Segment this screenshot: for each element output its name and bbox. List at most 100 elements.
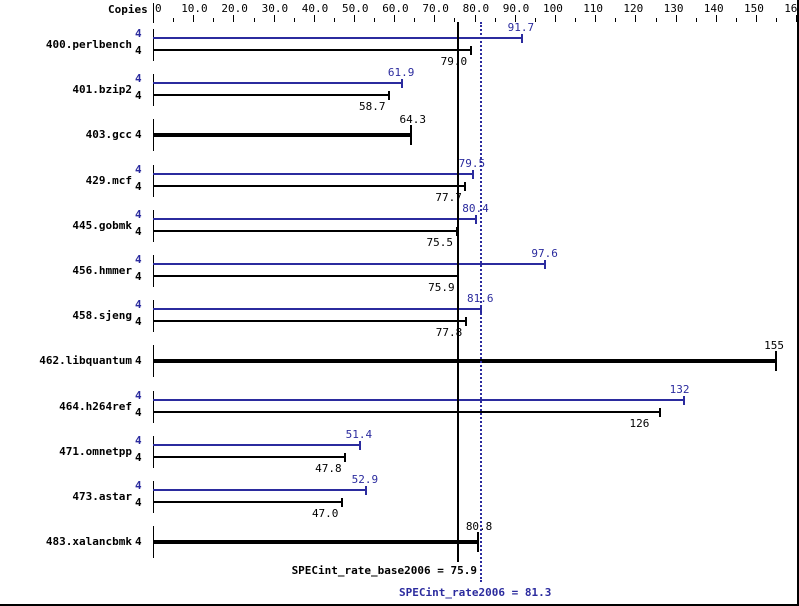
bar-end-cap [410,125,413,146]
x-tick-minor [696,18,697,22]
x-tick-major [193,15,194,22]
peak-bar-cap [400,79,403,89]
base-copies-value: 4 [135,89,142,103]
peak-bar-cap [358,440,361,450]
peak-value-label: 51.4 [345,427,373,441]
x-tick-major [233,15,234,22]
benchmark-label: 445.gobmk [72,218,132,232]
x-tick-minor [454,18,455,22]
peak-copies-value: 4 [135,162,142,176]
base-bar [153,49,471,51]
benchmark-label: 456.hmmer [72,264,132,277]
base-bar [153,320,466,323]
peak-copies-value: 4 [135,253,142,266]
base-bar-cap [455,226,458,236]
row-axis-tick [153,435,154,468]
copies-value: 4 [135,535,142,549]
x-tick-label: 150 [744,2,764,15]
base-bar-cap [464,181,467,191]
x-tick-label: 160 [784,2,799,15]
x-tick-minor [374,18,375,22]
peak-bar [153,172,473,175]
peak-value-label: 61.9 [387,66,415,80]
peak-bar-cap [475,214,478,224]
base-value-label: 75.5 [426,235,454,249]
base-value-label: 126 [629,416,650,430]
peak-copies-value: 4 [135,433,142,447]
base-value-label: 47.0 [311,507,339,520]
base-value-label: 64.3 [399,113,426,127]
base-bar [153,501,342,503]
x-tick-minor [334,18,335,22]
x-tick-minor [495,18,496,22]
peak-bar [153,308,482,311]
bar-end-cap [775,351,778,372]
peak-copies-value: 4 [135,72,142,86]
x-tick-label: 130 [663,2,684,15]
copies-value: 4 [135,128,142,142]
x-tick-minor [615,18,616,22]
base-bar [153,540,478,545]
base-bar [153,94,389,97]
x-tick-minor [213,18,214,22]
peak-value-label: 52.9 [351,473,379,486]
x-tick-minor [294,18,295,22]
x-tick-major [796,15,797,22]
peak-value-label: 79.5 [458,156,486,170]
base-value-label: 75.9 [428,281,455,294]
base-bar-cap [658,407,661,417]
x-tick-minor [736,18,737,22]
peak-bar-cap [364,486,367,495]
base-copies-value: 4 [135,270,142,283]
x-tick-label: 90.0 [502,2,530,15]
x-tick-minor [414,18,415,22]
peak-bar [153,489,366,491]
base-value-label: 80.8 [465,520,493,534]
x-tick-minor [776,18,777,22]
row-axis-tick [153,481,154,513]
base-bar-cap [344,452,347,462]
x-tick-major [635,15,636,22]
benchmark-label: 458.sjeng [72,309,132,323]
row-axis-tick [153,164,154,197]
x-tick-label: 120 [623,2,644,15]
copies-value: 4 [135,354,142,368]
peak-reference-line [480,22,482,582]
x-tick-label: 70.0 [422,2,449,15]
axis-line [153,3,154,23]
peak-bar-cap [682,395,685,405]
peak-bar-cap [520,34,523,43]
x-tick-label: 100 [543,2,563,15]
peak-value-label: 80.4 [462,201,489,215]
peak-bar [153,217,477,220]
base-bar-cap [387,91,390,101]
base-reference-label: SPECint_rate_base2006 = 75.9 [291,564,477,577]
base-bar [153,229,457,232]
peak-bar [153,263,546,265]
base-copies-value: 4 [135,405,142,419]
benchmark-label: 483.xalancbmk [45,535,132,549]
peak-bar [153,82,402,85]
peak-copies-value: 4 [135,27,142,40]
x-tick-label: 80.0 [462,2,490,15]
peak-value-label: 97.6 [531,247,558,260]
x-tick-major [274,15,275,22]
benchmark-label: 403.gcc [85,128,132,142]
row-axis-tick [153,209,154,242]
x-tick-major [555,15,556,22]
row-axis-tick [153,300,154,333]
x-tick-minor [173,18,174,22]
row-axis-tick [153,255,154,287]
benchmark-label: 473.astar [72,490,132,503]
base-value-label: 155 [764,339,784,353]
row-axis-tick [153,29,154,61]
peak-value-label: 132 [669,382,690,396]
x-tick-minor [656,18,657,22]
x-tick-minor [575,18,576,22]
x-tick-label: 0 [155,2,162,15]
peak-copies-value: 4 [135,479,142,492]
benchmark-label: 462.libquantum [39,354,132,368]
x-tick-label: 110 [583,2,604,15]
base-bar-cap [464,317,467,327]
peak-bar [153,37,522,39]
